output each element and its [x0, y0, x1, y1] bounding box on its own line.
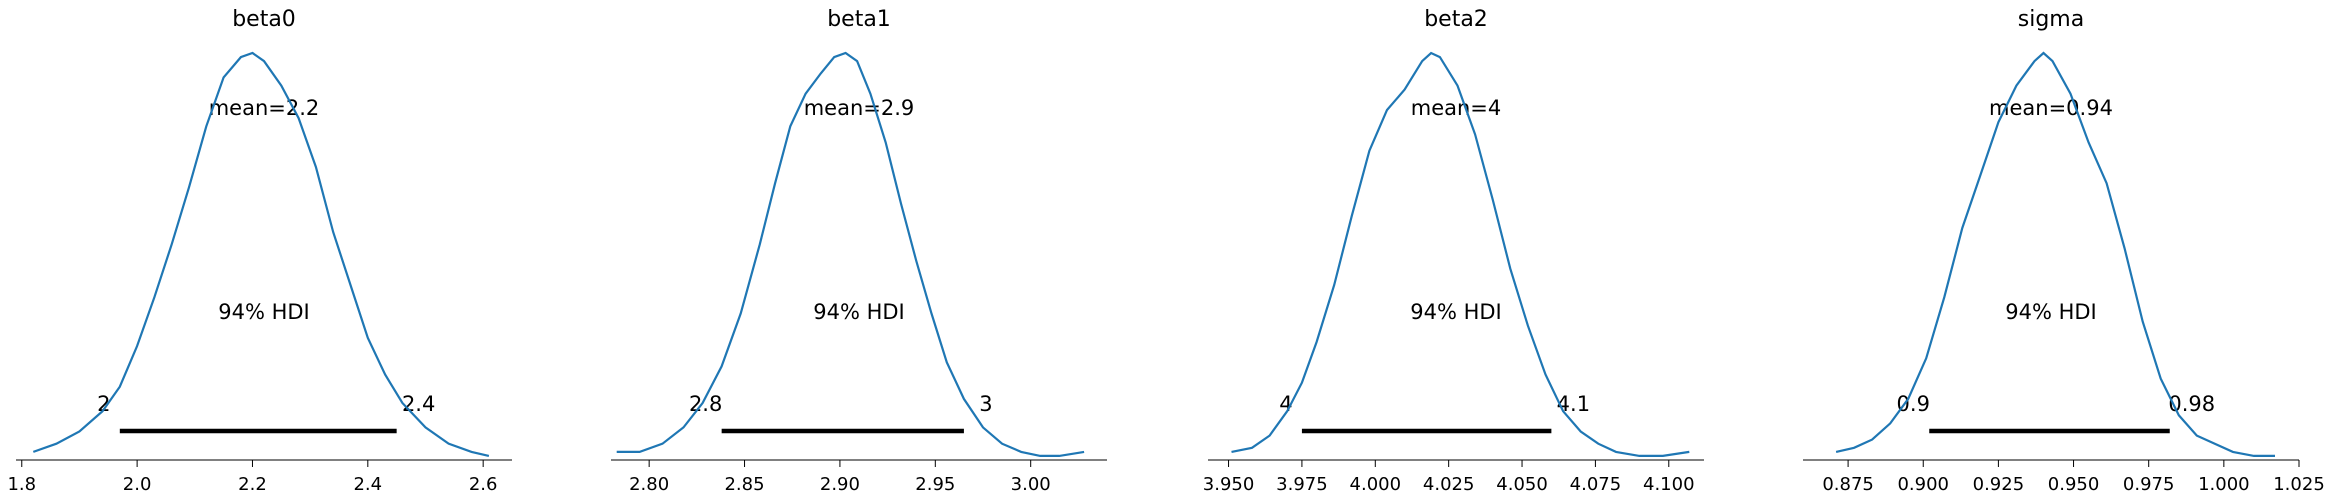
x-tick-label: 0.950 [2048, 474, 2100, 495]
x-tick-label: 2.80 [629, 474, 669, 495]
posterior-panel-beta1: beta1 mean=2.9 94% HDI 2.8 3 2.80 2.85 2.9… [611, 7, 1107, 495]
x-tick-label: 1.000 [2198, 474, 2250, 495]
mean-label: mean=0.94 [1989, 96, 2113, 120]
x-tick-label: 4.050 [1496, 474, 1548, 495]
density-curve [1231, 51, 1690, 457]
density-curve [32, 51, 490, 457]
mean-label: mean=2.2 [209, 96, 320, 120]
x-tick-label: 4.000 [1350, 474, 1402, 495]
hdi-high-label: 3 [979, 392, 992, 416]
posterior-panel-sigma: sigma mean=0.94 94% HDI 0.9 0.98 0.875 0.… [1803, 7, 2325, 495]
panel-title: beta1 [827, 7, 891, 32]
x-tick-label: 0.875 [1822, 474, 1874, 495]
x-tick-label: 0.900 [1897, 474, 1949, 495]
density-curve [616, 51, 1085, 457]
x-tick-label: 2.90 [820, 474, 860, 495]
posterior-panel-beta0: beta0 mean=2.2 94% HDI 2 2.4 1.8 2.0 2.2 2.… [7, 7, 512, 495]
hdi-high-label: 0.98 [2168, 392, 2215, 416]
x-tick-label: 2.0 [123, 474, 152, 495]
x-tick-label: 2.4 [353, 474, 382, 495]
hdi-high-label: 2.4 [402, 392, 435, 416]
hdi-text: 94% HDI [1410, 300, 1502, 324]
hdi-low-label: 4 [1279, 392, 1292, 416]
hdi-text: 94% HDI [813, 300, 905, 324]
hdi-text: 94% HDI [2005, 300, 2097, 324]
x-tick-label: 3.00 [1011, 474, 1051, 495]
panel-title: beta0 [232, 7, 296, 32]
x-tick-label: 4.100 [1643, 474, 1695, 495]
mean-label: mean=2.9 [804, 96, 915, 120]
x-tick-label: 2.95 [915, 474, 955, 495]
x-tick-label: 0.975 [2123, 474, 2175, 495]
mean-label: mean=4 [1411, 96, 1502, 120]
x-tick-label: 3.975 [1276, 474, 1328, 495]
hdi-text: 94% HDI [218, 300, 310, 324]
x-tick-label: 2.2 [238, 474, 267, 495]
x-tick-label: 4.075 [1570, 474, 1622, 495]
x-tick-label: 2.85 [724, 474, 764, 495]
hdi-high-label: 4.1 [1557, 392, 1590, 416]
posterior-panel-beta2: beta2 mean=4 94% HDI 4 4.1 3.950 3.975 4.0… [1203, 7, 1704, 495]
panel-title: sigma [2018, 7, 2084, 32]
x-tick-label: 0.925 [1973, 474, 2025, 495]
x-tick-label: 1.025 [2273, 474, 2325, 495]
panel-title: beta2 [1424, 7, 1488, 32]
x-tick-label: 2.6 [469, 474, 498, 495]
hdi-low-label: 2 [97, 392, 110, 416]
x-tick-label: 4.025 [1423, 474, 1475, 495]
x-tick-label: 3.950 [1203, 474, 1255, 495]
hdi-low-label: 0.9 [1897, 392, 1930, 416]
density-curve [1835, 51, 2275, 457]
x-tick-label: 1.8 [7, 474, 36, 495]
